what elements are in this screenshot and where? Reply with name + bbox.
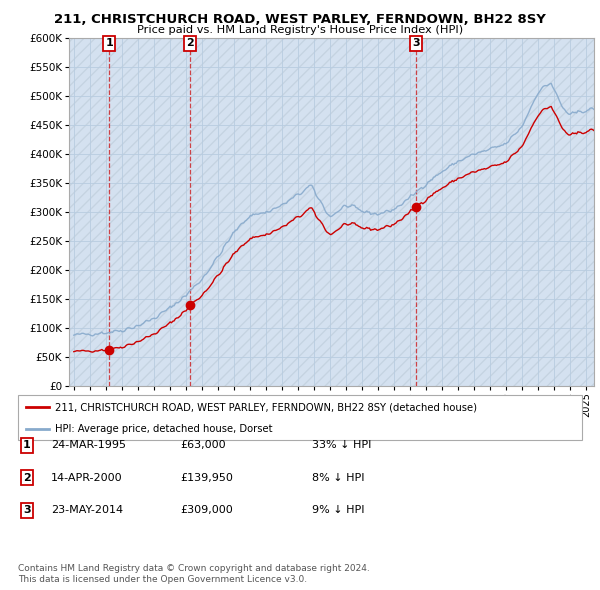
Text: £139,950: £139,950 <box>180 473 233 483</box>
Text: 1: 1 <box>106 38 113 48</box>
Text: 24-MAR-1995: 24-MAR-1995 <box>51 441 126 450</box>
FancyBboxPatch shape <box>18 395 582 440</box>
Text: This data is licensed under the Open Government Licence v3.0.: This data is licensed under the Open Gov… <box>18 575 307 584</box>
Text: 9% ↓ HPI: 9% ↓ HPI <box>312 506 365 515</box>
Text: 33% ↓ HPI: 33% ↓ HPI <box>312 441 371 450</box>
Text: Price paid vs. HM Land Registry's House Price Index (HPI): Price paid vs. HM Land Registry's House … <box>137 25 463 35</box>
Text: 3: 3 <box>412 38 420 48</box>
Text: 23-MAY-2014: 23-MAY-2014 <box>51 506 123 515</box>
Text: 211, CHRISTCHURCH ROAD, WEST PARLEY, FERNDOWN, BH22 8SY: 211, CHRISTCHURCH ROAD, WEST PARLEY, FER… <box>54 13 546 26</box>
Text: HPI: Average price, detached house, Dorset: HPI: Average price, detached house, Dors… <box>55 424 272 434</box>
Text: 1: 1 <box>23 441 31 450</box>
Text: £309,000: £309,000 <box>180 506 233 515</box>
Text: £63,000: £63,000 <box>180 441 226 450</box>
Text: 2: 2 <box>187 38 194 48</box>
Text: Contains HM Land Registry data © Crown copyright and database right 2024.: Contains HM Land Registry data © Crown c… <box>18 565 370 573</box>
Text: 3: 3 <box>23 506 31 515</box>
Text: 8% ↓ HPI: 8% ↓ HPI <box>312 473 365 483</box>
Text: 14-APR-2000: 14-APR-2000 <box>51 473 122 483</box>
Text: 2: 2 <box>23 473 31 483</box>
Text: 211, CHRISTCHURCH ROAD, WEST PARLEY, FERNDOWN, BH22 8SY (detached house): 211, CHRISTCHURCH ROAD, WEST PARLEY, FER… <box>55 402 476 412</box>
